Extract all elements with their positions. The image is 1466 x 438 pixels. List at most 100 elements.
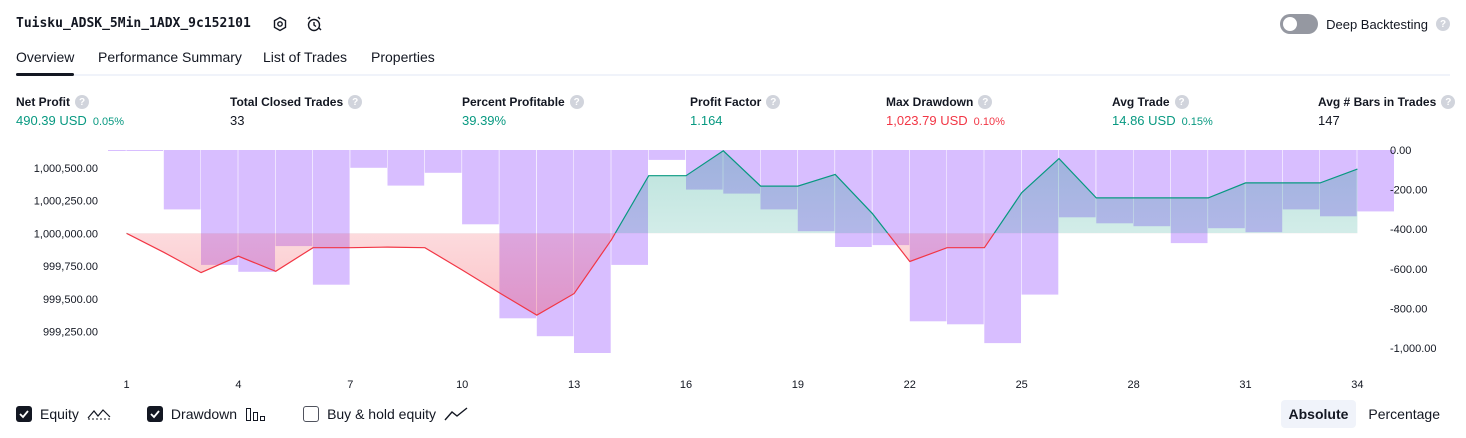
right-tick-label: -800.00	[1390, 303, 1427, 315]
alarm-clock-icon[interactable]	[304, 14, 324, 34]
metric-value: 14.86 USD	[1112, 113, 1176, 128]
right-tick-label: -400.00	[1390, 224, 1427, 236]
equity-line	[126, 150, 1358, 316]
help-icon[interactable]: ?	[75, 95, 89, 109]
x-tick-label: 10	[456, 379, 468, 391]
metric-label: Avg # Bars in Trades	[1318, 95, 1437, 109]
deep-backtesting-label: Deep Backtesting	[1326, 16, 1428, 32]
equity-checkbox[interactable]	[16, 406, 32, 422]
metric-avg-trade: Avg Trade? 14.86 USD 0.15%	[1112, 94, 1213, 128]
x-tick-label: 31	[1239, 379, 1251, 391]
equity-drawdown-chart[interactable]: 1,000,500.00 1,000,250.00 1,000,000.00 999,…	[0, 140, 1466, 398]
left-tick-label: 999,500.00	[43, 294, 98, 306]
left-tick-label: 1,000,250.00	[34, 196, 98, 208]
strategy-header: Tuisku_ADSK_5Min_1ADX_9c152101 Deep Back…	[16, 12, 1450, 38]
metric-value: 1.164	[690, 113, 723, 128]
metric-percent-profitable: Percent Profitable? 39.39%	[462, 94, 584, 128]
equity-loss-area	[126, 233, 995, 316]
metric-value: 33	[230, 113, 245, 128]
left-tick-label: 1,000,000.00	[34, 228, 98, 240]
drawdown-bar	[648, 150, 686, 160]
equity-areas	[126, 150, 1358, 316]
chart-legend: Equity Drawdown Buy & hold equity	[16, 402, 504, 426]
x-axis: 1 4 7 10 13 16 19 22 25 28 31 34	[123, 379, 1363, 391]
equity-line-profit	[126, 150, 1358, 234]
deep-backtesting-control: Deep Backtesting ?	[1280, 14, 1450, 34]
metric-value: 490.39 USD	[16, 113, 87, 128]
x-tick-label: 13	[568, 379, 580, 391]
drawdown-label: Drawdown	[170, 406, 238, 422]
trend-line-icon	[444, 407, 468, 421]
metric-avg-bars-in-trades: Avg # Bars in Trades? 147	[1318, 94, 1456, 128]
drawdown-bar	[350, 150, 387, 168]
settings-icon[interactable]	[270, 14, 290, 34]
drawdown-bar	[984, 150, 1021, 344]
view-mode-toggle: Absolute Percentage	[1280, 400, 1449, 428]
help-icon[interactable]: ?	[1441, 95, 1456, 109]
tab-properties[interactable]: Properties	[371, 49, 435, 65]
help-icon[interactable]: ?	[1436, 17, 1450, 31]
left-tick-label: 999,750.00	[43, 261, 98, 273]
equity-label: Equity	[40, 406, 79, 422]
drawdown-bar	[1357, 150, 1394, 212]
x-tick-label: 1	[123, 379, 129, 391]
legend-drawdown[interactable]: Drawdown	[146, 406, 267, 422]
metric-label: Percent Profitable	[462, 95, 565, 109]
metric-label: Max Drawdown	[886, 95, 974, 109]
left-tick-label: 999,250.00	[43, 327, 98, 339]
left-axis: 1,000,500.00 1,000,250.00 1,000,000.00 999,…	[34, 163, 98, 339]
x-tick-label: 4	[235, 379, 241, 391]
tab-performance-summary[interactable]: Performance Summary	[98, 49, 242, 65]
drawdown-bar	[424, 150, 462, 173]
tab-overview[interactable]: Overview	[16, 49, 75, 76]
x-tick-label: 28	[1127, 379, 1139, 391]
drawdown-checkbox[interactable]	[146, 406, 163, 422]
legend-buy-hold[interactable]: Buy & hold equity	[303, 406, 468, 422]
metric-value: 147	[1318, 113, 1340, 128]
help-icon[interactable]: ?	[569, 95, 584, 109]
report-tabs: Overview Performance Summary List of Tra…	[16, 44, 1450, 76]
percentage-button[interactable]: Percentage	[1368, 406, 1440, 422]
x-tick-label: 34	[1351, 379, 1363, 391]
drawdown-bar	[163, 150, 201, 210]
buy-hold-checkbox[interactable]	[303, 406, 320, 422]
metric-percent: 0.05%	[92, 116, 125, 128]
legend-equity[interactable]: Equity	[16, 406, 111, 422]
drawdown-bar	[108, 150, 126, 151]
drawdown-bar	[462, 150, 499, 225]
help-icon[interactable]: ?	[766, 95, 781, 109]
metric-label: Net Profit	[16, 95, 70, 109]
metric-label: Profit Factor	[690, 95, 762, 109]
x-tick-label: 7	[347, 379, 353, 391]
metric-percent: 0.15%	[1181, 116, 1213, 128]
equity-line-loss	[126, 233, 995, 316]
x-tick-label: 19	[792, 379, 804, 391]
equity-profit-area	[126, 150, 1358, 234]
help-icon[interactable]: ?	[1174, 95, 1189, 109]
toggle-knob	[1283, 17, 1298, 31]
help-icon[interactable]: ?	[348, 95, 363, 109]
right-tick-label: -600.00	[1390, 264, 1427, 276]
equity-line-icon	[87, 409, 111, 420]
metric-max-drawdown: Max Drawdown? 1,023.79 USD 0.10%	[886, 94, 1005, 128]
x-tick-label: 22	[904, 379, 916, 391]
drawdown-bar	[387, 150, 425, 186]
x-tick-label: 25	[1016, 379, 1028, 391]
drawdown-bar	[126, 150, 164, 151]
x-tick-label: 16	[680, 379, 692, 391]
metric-value: 39.39%	[462, 113, 507, 128]
drawdown-bar	[312, 150, 350, 285]
deep-backtesting-toggle[interactable]	[1280, 14, 1319, 34]
strategy-title: Tuisku_ADSK_5Min_1ADX_9c152101	[16, 16, 251, 31]
drawdown-bar	[275, 150, 313, 247]
right-tick-label: -200.00	[1390, 185, 1427, 197]
metric-profit-factor: Profit Factor? 1.164	[690, 94, 781, 128]
right-axis: 0.00 -200.00 -400.00 -600.00 -800.00 -1,000.0…	[1390, 145, 1436, 355]
buy-hold-label: Buy & hold equity	[327, 406, 437, 422]
metric-label: Avg Trade	[1112, 95, 1170, 109]
metric-label: Total Closed Trades	[230, 95, 344, 109]
help-icon[interactable]: ?	[978, 95, 993, 109]
absolute-button[interactable]: Absolute	[1280, 400, 1357, 428]
tab-list-of-trades[interactable]: List of Trades	[263, 49, 348, 65]
right-tick-label: 0.00	[1390, 145, 1411, 157]
